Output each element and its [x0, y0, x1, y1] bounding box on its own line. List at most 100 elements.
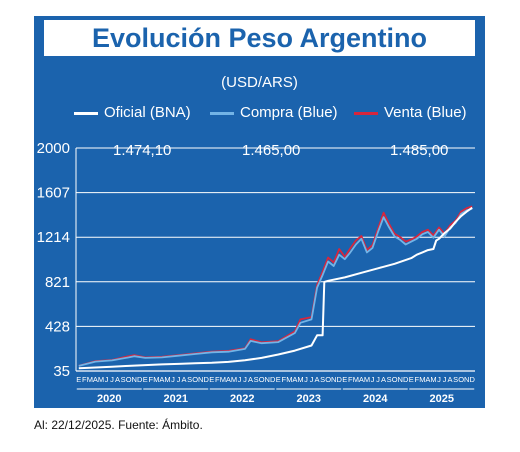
x-tick-month: A	[381, 375, 386, 384]
y-tick-label: 1214	[37, 229, 70, 246]
x-tick-month: J	[105, 375, 109, 384]
series-line-compra	[78, 207, 473, 367]
x-tick-month: N	[331, 375, 336, 384]
x-tick-month: M	[419, 375, 425, 384]
x-tick-month: E	[342, 375, 347, 384]
x-tick-month: N	[131, 375, 136, 384]
x-tick-month: M	[430, 375, 436, 384]
x-tick-month: O	[192, 375, 198, 384]
x-tick-month: O	[325, 375, 331, 384]
x-tick-month: S	[121, 375, 126, 384]
legend-swatch-venta	[354, 112, 378, 115]
y-tick-label: 428	[45, 318, 70, 335]
x-tick-month: J	[110, 375, 114, 384]
x-tick-month: E	[76, 375, 81, 384]
x-tick-month: A	[93, 375, 98, 384]
x-tick-month: A	[159, 375, 164, 384]
x-tick-year: 2023	[297, 393, 321, 405]
x-tick-year: 2024	[363, 393, 388, 405]
x-tick-month: S	[453, 375, 458, 384]
x-tick-month: F	[149, 375, 154, 384]
x-tick-year: 2025	[430, 393, 454, 405]
x-tick-month: J	[304, 375, 308, 384]
x-tick-month: J	[310, 375, 314, 384]
x-tick-month: J	[243, 375, 247, 384]
x-tick-month: M	[87, 375, 93, 384]
series-line-oficial	[78, 206, 473, 370]
x-tick-month: J	[437, 375, 441, 384]
value-oficial: 1.474,10	[113, 142, 172, 159]
x-tick-year: 2021	[164, 393, 188, 405]
x-tick-month: N	[198, 375, 203, 384]
x-tick-month: A	[182, 375, 187, 384]
x-tick-year: 2022	[230, 393, 254, 405]
x-tick-month: J	[171, 375, 175, 384]
x-tick-month: A	[359, 375, 364, 384]
x-tick-month: A	[292, 375, 297, 384]
x-tick-month: E	[409, 375, 414, 384]
y-tick-label: 821	[45, 274, 70, 291]
x-tick-month: J	[443, 375, 447, 384]
x-tick-month: D	[137, 375, 143, 384]
x-tick-month: A	[115, 375, 120, 384]
x-tick-month: M	[164, 375, 170, 384]
x-tick-month: S	[254, 375, 259, 384]
x-tick-month: E	[209, 375, 214, 384]
x-tick-month: F	[215, 375, 220, 384]
x-tick-month: J	[238, 375, 242, 384]
x-tick-month: O	[392, 375, 398, 384]
x-tick-month: A	[448, 375, 453, 384]
x-tick-month: J	[177, 375, 181, 384]
x-tick-month: S	[320, 375, 325, 384]
x-tick-month: D	[337, 375, 343, 384]
x-tick-month: M	[297, 375, 303, 384]
x-tick-month: M	[286, 375, 292, 384]
y-tick-label: 1607	[37, 185, 70, 202]
x-tick-month: M	[153, 375, 159, 384]
chart-panel: Evolución Peso Argentino (USD/ARS) Ofici…	[34, 16, 485, 408]
x-tick-month: A	[315, 375, 320, 384]
x-tick-month: O	[259, 375, 265, 384]
x-tick-month: F	[282, 375, 287, 384]
legend-swatch-oficial	[74, 112, 98, 115]
x-tick-month: A	[226, 375, 231, 384]
x-tick-month: S	[187, 375, 192, 384]
x-tick-month: E	[276, 375, 281, 384]
x-tick-month: J	[371, 375, 375, 384]
x-tick-month: J	[376, 375, 380, 384]
y-tick-label: 2000	[37, 140, 70, 157]
x-tick-month: O	[458, 375, 464, 384]
x-tick-month: M	[98, 375, 104, 384]
legend-swatch-compra	[210, 112, 234, 115]
x-tick-month: A	[248, 375, 253, 384]
x-tick-month: S	[387, 375, 392, 384]
x-tick-month: D	[403, 375, 409, 384]
chart-title: Evolución Peso Argentino	[91, 23, 428, 53]
x-tick-month: F	[82, 375, 87, 384]
x-tick-month: N	[264, 375, 269, 384]
x-tick-month: M	[353, 375, 359, 384]
x-tick-month: A	[425, 375, 430, 384]
x-tick-month: D	[270, 375, 276, 384]
chart-subtitle: (USD/ARS)	[221, 74, 298, 91]
legend-label-oficial: Oficial (BNA)	[104, 104, 191, 121]
x-tick-month: D	[470, 375, 476, 384]
source-note: Al: 22/12/2025. Fuente: Ámbito.	[34, 418, 203, 432]
legend-label-compra: Compra (Blue)	[240, 104, 338, 121]
title-box: Evolución Peso Argentino	[44, 20, 475, 56]
x-tick-month: F	[415, 375, 420, 384]
legend-label-venta: Venta (Blue)	[384, 104, 467, 121]
x-tick-month: O	[126, 375, 132, 384]
y-tick-label: 35	[53, 363, 70, 380]
x-tick-month: D	[204, 375, 210, 384]
value-compra: 1.465,00	[242, 142, 301, 159]
x-tick-month: N	[397, 375, 402, 384]
x-tick-month: M	[231, 375, 237, 384]
x-tick-month: F	[348, 375, 353, 384]
x-tick-month: N	[464, 375, 469, 384]
x-tick-month: M	[364, 375, 370, 384]
x-tick-year: 2020	[97, 393, 121, 405]
x-tick-month: M	[220, 375, 226, 384]
value-venta: 1.485,00	[390, 142, 449, 159]
